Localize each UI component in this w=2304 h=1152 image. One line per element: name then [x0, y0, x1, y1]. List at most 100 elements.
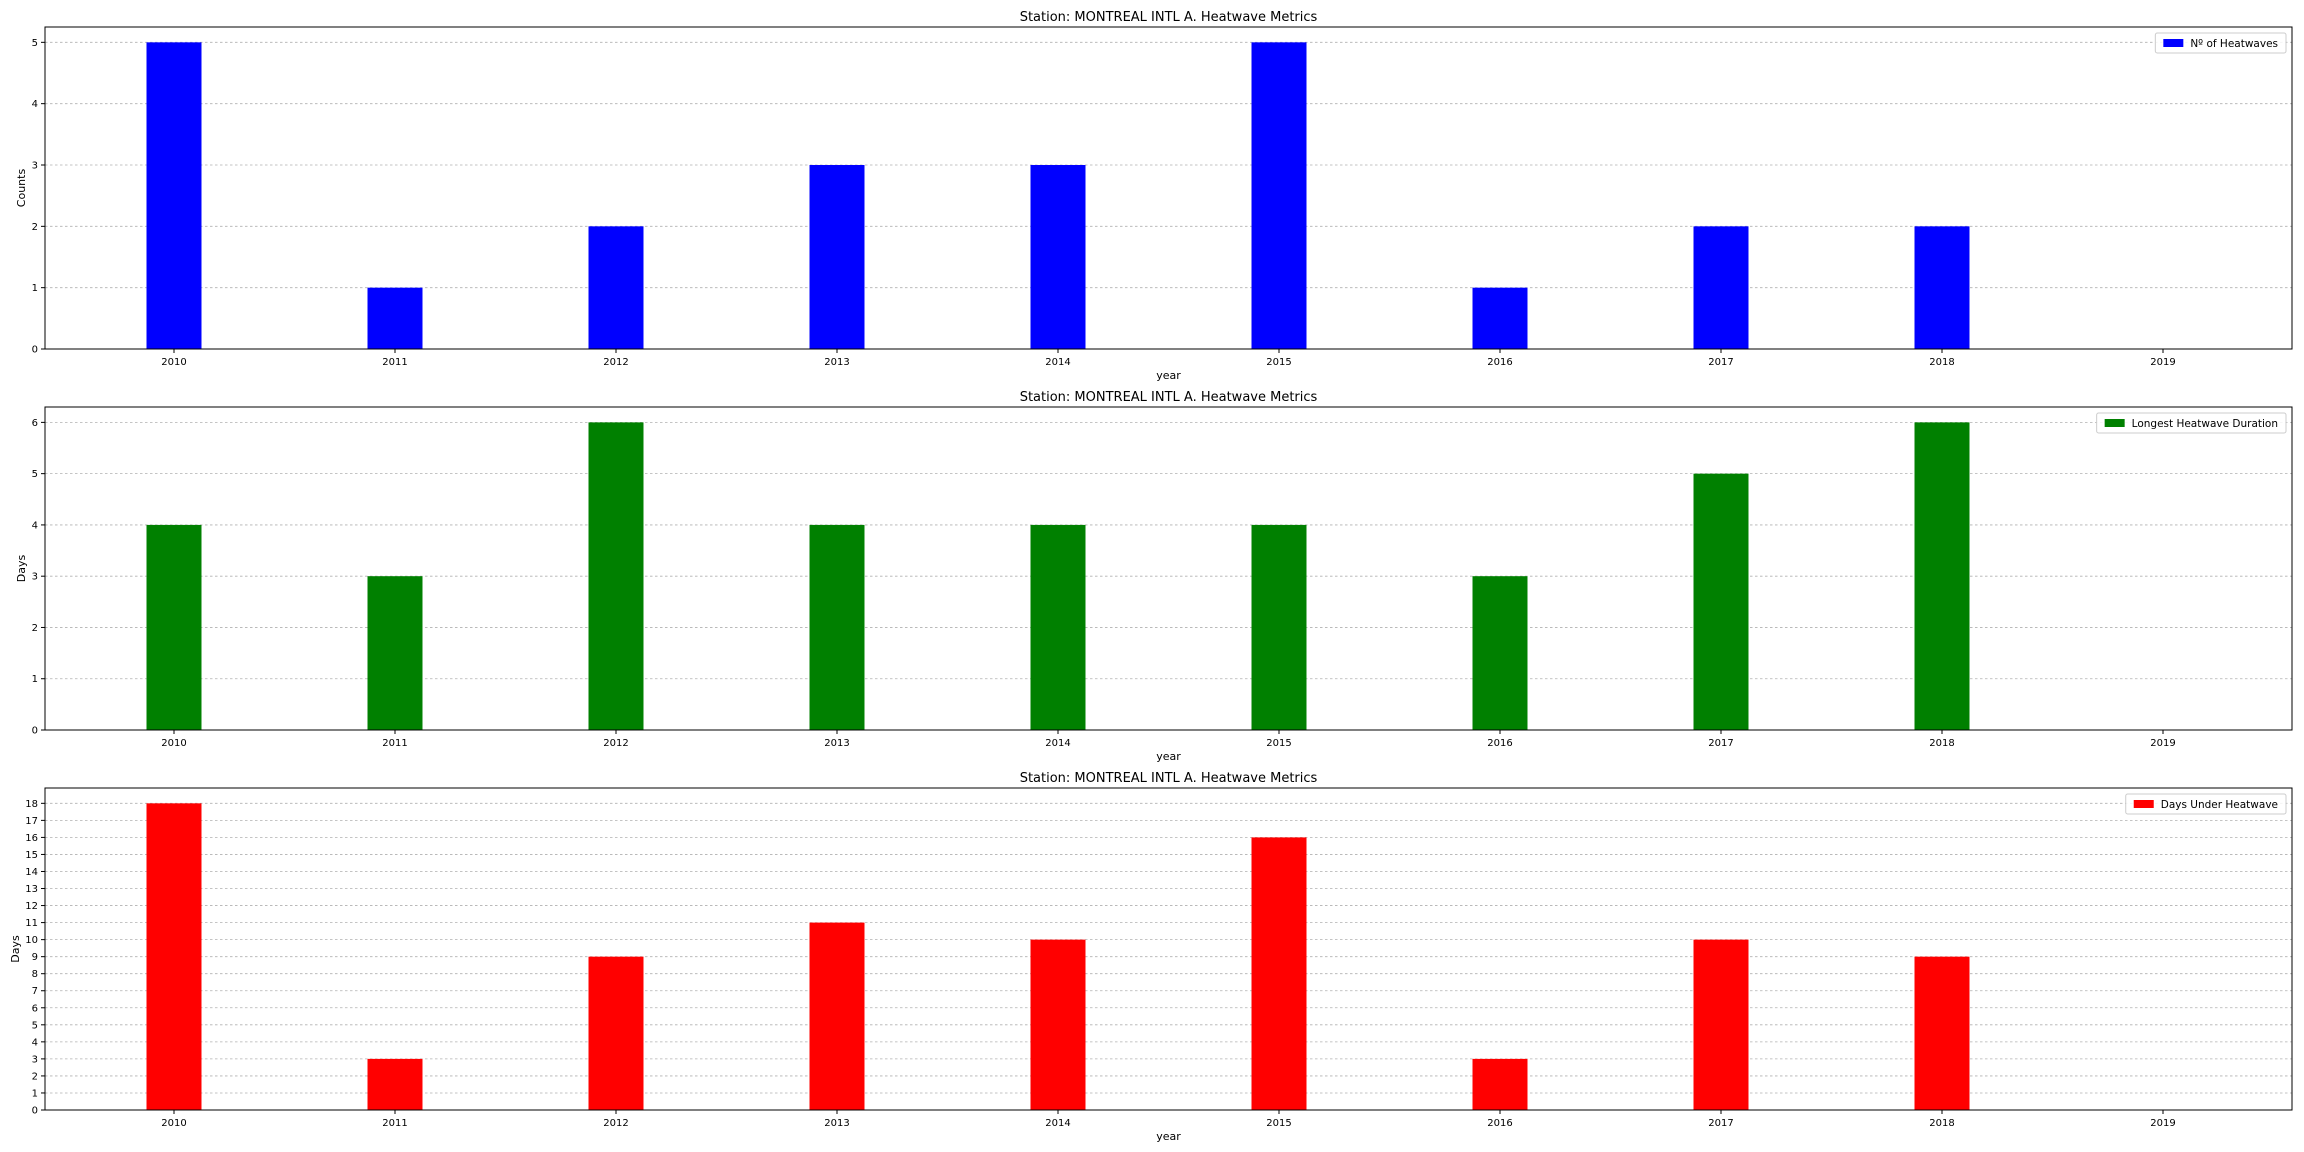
x-tick-label: 2013	[824, 357, 849, 368]
bar-2013	[809, 922, 865, 1110]
y-tick-label: 4	[32, 1037, 38, 1048]
subplot-2: 0 1 2 3 4 5 6 2010 2011 2012 2013 2014 2015 2016 2017 2…	[15, 390, 2293, 763]
x-tick-label: 2013	[824, 1118, 849, 1129]
bar-2011	[367, 1058, 423, 1110]
plot-area-frame	[44, 406, 2293, 731]
y-tick-label: 3	[32, 161, 38, 172]
y-axis-label: Days	[9, 935, 22, 963]
y-tick-label: 15	[25, 850, 38, 861]
bar-2018	[1914, 422, 1970, 730]
legend-box	[2154, 32, 2287, 54]
x-tick-label: 2018	[1929, 738, 1954, 749]
x-tick-label: 2019	[2150, 738, 2175, 749]
x-tick-label: 2019	[2150, 357, 2175, 368]
legend: Longest Heatwave Duration	[2096, 412, 2287, 434]
bar-2018	[1914, 956, 1970, 1110]
x-tick-label: 2013	[824, 738, 849, 749]
x-tick-label: 2012	[603, 738, 628, 749]
y-tick-label: 18	[25, 799, 38, 810]
bar-2015	[1251, 524, 1307, 730]
x-tick-label: 2017	[1708, 357, 1733, 368]
bar-2012	[588, 422, 644, 730]
y-tick-label: 2	[32, 623, 38, 634]
x-tick-label: 2010	[161, 357, 186, 368]
y-tick-label: 0	[32, 1106, 38, 1117]
y-tick-label: 0	[32, 345, 38, 356]
bar-2017	[1693, 226, 1749, 349]
x-tick-label: 2016	[1487, 738, 1512, 749]
chart-title: Station: MONTREAL INTL A. Heatwave Metri…	[1020, 390, 1318, 405]
y-tick-label: 5	[32, 38, 38, 49]
y-tick-label: 8	[32, 969, 38, 980]
x-axis-label: year	[1156, 750, 1181, 763]
bar-2017	[1693, 939, 1749, 1110]
bar-2014	[1030, 939, 1086, 1110]
y-tick-label: 7	[32, 986, 38, 997]
bar-2017	[1693, 473, 1749, 730]
y-tick-label: 5	[32, 1020, 38, 1031]
x-tick-label: 2015	[1266, 1118, 1291, 1129]
legend-swatch	[2104, 419, 2125, 427]
bar-2016	[1472, 1058, 1528, 1110]
x-axis-label: year	[1156, 1130, 1181, 1143]
y-tick-label: 1	[32, 1088, 38, 1099]
x-tick-label: 2017	[1708, 738, 1733, 749]
plot-area-frame	[44, 787, 2293, 1111]
x-tick-label: 2017	[1708, 1118, 1733, 1129]
x-tick-label: 2010	[161, 738, 186, 749]
x-tick-label: 2019	[2150, 1118, 2175, 1129]
legend: Nº of Heatwaves	[2154, 32, 2287, 54]
legend-swatch	[2133, 800, 2154, 808]
bar-2018	[1914, 226, 1970, 349]
y-tick-label: 2	[32, 1071, 38, 1082]
x-axis-label: year	[1156, 369, 1181, 382]
y-tick-label: 9	[32, 952, 38, 963]
y-tick-label: 0	[32, 726, 38, 737]
y-tick-label: 12	[25, 901, 38, 912]
bar-2013	[809, 165, 865, 349]
legend-label: Longest Heatwave Duration	[2132, 418, 2278, 430]
chart-title: Station: MONTREAL INTL A. Heatwave Metri…	[1020, 771, 1318, 786]
x-tick-label: 2018	[1929, 357, 1954, 368]
y-tick-label: 5	[32, 469, 38, 480]
y-tick-label: 3	[32, 572, 38, 583]
y-tick-label: 16	[25, 833, 38, 844]
bar-2012	[588, 956, 644, 1110]
y-tick-label: 10	[25, 935, 38, 946]
bar-2010	[146, 524, 202, 730]
y-tick-label: 4	[32, 99, 38, 110]
x-tick-label: 2014	[1045, 738, 1070, 749]
y-tick-label: 13	[25, 884, 38, 895]
legend-swatch	[2163, 39, 2184, 47]
chart-title: Station: MONTREAL INTL A. Heatwave Metri…	[1020, 10, 1318, 25]
x-tick-label: 2015	[1266, 738, 1291, 749]
legend-label: Nº of Heatwaves	[2190, 38, 2278, 50]
bar-2015	[1251, 42, 1307, 349]
bar-2013	[809, 524, 865, 730]
y-axis-label: Counts	[15, 169, 28, 208]
bar-2010	[146, 42, 202, 349]
x-tick-label: 2014	[1045, 357, 1070, 368]
y-tick-label: 17	[25, 816, 38, 827]
y-tick-label: 14	[25, 867, 38, 878]
bar-2016	[1472, 576, 1528, 730]
y-axis-label: Days	[15, 555, 28, 583]
legend-box	[2125, 793, 2287, 815]
subplot-1: 0 1 2 3 4 5 2010 2011 2012 2013 2014 2015 2016 2017 20…	[15, 10, 2293, 382]
x-tick-label: 2016	[1487, 1118, 1512, 1129]
bar-2012	[588, 226, 644, 349]
x-tick-label: 2012	[603, 357, 628, 368]
bar-2015	[1251, 837, 1307, 1110]
x-tick-label: 2014	[1045, 1118, 1070, 1129]
bar-2014	[1030, 524, 1086, 730]
legend: Days Under Heatwave	[2125, 793, 2287, 815]
legend-box	[2096, 412, 2287, 434]
x-tick-label: 2018	[1929, 1118, 1954, 1129]
y-tick-label: 1	[32, 283, 38, 294]
bar-2016	[1472, 287, 1528, 349]
x-tick-label: 2016	[1487, 357, 1512, 368]
legend-label: Days Under Heatwave	[2161, 799, 2278, 811]
bar-2010	[146, 803, 202, 1110]
